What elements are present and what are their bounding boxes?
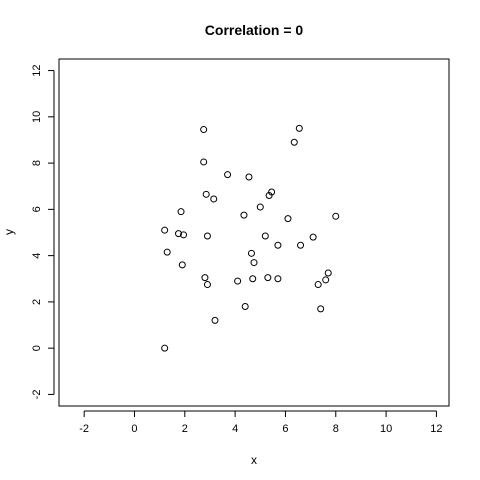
y-tick-label: 10 bbox=[31, 111, 43, 123]
data-point bbox=[256, 203, 264, 211]
y-axis: -2 0 2 4 6 8 10 12 bbox=[31, 64, 55, 400]
data-point bbox=[163, 248, 171, 256]
points-layer bbox=[161, 124, 340, 352]
y-tick-label: 12 bbox=[31, 64, 43, 76]
data-point bbox=[161, 226, 169, 234]
y-tick-label: -2 bbox=[31, 390, 43, 400]
data-point bbox=[332, 212, 340, 220]
x-tick-label: 6 bbox=[282, 423, 288, 435]
data-point bbox=[297, 241, 305, 249]
data-point bbox=[201, 274, 209, 282]
data-point bbox=[200, 158, 208, 166]
data-point bbox=[268, 188, 276, 196]
data-point bbox=[161, 344, 169, 352]
x-tick-label: 12 bbox=[430, 423, 442, 435]
x-axis: -2 0 2 4 6 8 10 12 bbox=[79, 410, 443, 435]
x-tick-label: 0 bbox=[131, 423, 137, 435]
data-point bbox=[322, 276, 330, 284]
data-point bbox=[200, 126, 208, 134]
chart-title: Correlation = 0 bbox=[205, 22, 304, 38]
y-tick-label: 6 bbox=[31, 206, 43, 212]
data-point bbox=[247, 249, 255, 257]
plot-area bbox=[58, 58, 450, 407]
data-point bbox=[203, 281, 211, 289]
data-point bbox=[317, 305, 325, 313]
data-point bbox=[202, 190, 210, 198]
data-point bbox=[241, 303, 249, 311]
data-point bbox=[284, 215, 292, 223]
data-point bbox=[274, 275, 282, 283]
data-point bbox=[264, 274, 272, 282]
data-point bbox=[180, 231, 188, 239]
data-point bbox=[249, 275, 257, 283]
x-tick-label: -2 bbox=[79, 423, 89, 435]
data-point bbox=[295, 124, 303, 132]
data-point bbox=[314, 281, 322, 289]
data-point bbox=[178, 261, 186, 269]
x-tick-label: 2 bbox=[182, 423, 188, 435]
data-point bbox=[175, 230, 183, 238]
data-point bbox=[240, 211, 248, 219]
y-tick-label: 0 bbox=[31, 345, 43, 351]
y-tick-label: 8 bbox=[31, 160, 43, 166]
x-tick-label: 4 bbox=[232, 423, 238, 435]
y-tick-label: 2 bbox=[31, 299, 43, 305]
data-point bbox=[309, 233, 317, 241]
x-axis-label: x bbox=[251, 453, 257, 467]
data-point bbox=[274, 241, 282, 249]
data-point bbox=[203, 232, 211, 240]
data-point bbox=[261, 232, 269, 240]
data-point bbox=[211, 316, 219, 324]
data-point bbox=[234, 277, 242, 285]
data-point bbox=[210, 195, 218, 203]
data-point bbox=[250, 259, 258, 267]
x-tick-label: 8 bbox=[333, 423, 339, 435]
data-point bbox=[245, 173, 253, 181]
y-tick-label: 4 bbox=[31, 253, 43, 259]
data-point bbox=[224, 171, 232, 179]
data-point bbox=[290, 138, 298, 146]
x-tick-label: 10 bbox=[380, 423, 392, 435]
data-point bbox=[177, 208, 185, 216]
y-axis-label: y bbox=[2, 229, 16, 235]
data-point bbox=[324, 269, 332, 277]
